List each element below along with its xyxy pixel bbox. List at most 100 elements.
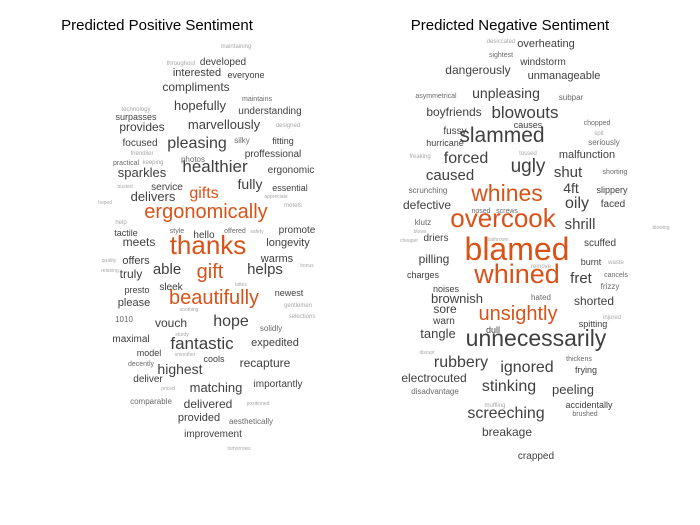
cloud-word: scrunching	[409, 186, 448, 195]
cloud-word: maximal	[112, 334, 149, 345]
cloud-word: deliver	[133, 374, 163, 385]
cloud-word: shrill	[565, 216, 596, 233]
cloud-word: blowing	[653, 225, 670, 231]
cloud-word: offers	[122, 255, 150, 267]
cloud-word: expedited	[251, 337, 299, 349]
cloud-word: marvellously	[188, 117, 261, 132]
cloud-word: offered	[224, 228, 246, 235]
cloud-word: sore	[433, 302, 457, 316]
cloud-word: peeling	[552, 382, 594, 397]
cloud-word: help	[115, 220, 127, 226]
cloud-word: designed	[276, 123, 300, 129]
cloud-word: style	[170, 228, 185, 235]
cloud-word: essential	[272, 183, 308, 193]
cloud-word: sleek	[159, 282, 183, 293]
cloud-word: technology	[121, 107, 150, 113]
cloud-word: overheating	[517, 38, 575, 50]
cloud-word: improvement	[184, 429, 242, 440]
cloud-word: highest	[157, 361, 202, 377]
cloud-word: relaxing	[101, 268, 119, 274]
cloud-word: please	[118, 297, 150, 309]
cloud-word: selections	[289, 314, 316, 320]
cloud-word: crapped	[518, 451, 554, 462]
cloud-word: remove	[531, 264, 552, 270]
cloud-word: oily	[565, 195, 589, 212]
cloud-word: friendlier	[130, 151, 153, 157]
cloud-word: sightest	[489, 52, 513, 59]
cloud-word: smoother	[175, 352, 196, 358]
cloud-word: screws	[496, 208, 518, 215]
cloud-word: practical	[113, 160, 140, 167]
cloud-word: gift	[197, 261, 224, 283]
cloud-word: bonus	[300, 263, 314, 269]
cloud-word: compliments	[162, 80, 229, 94]
cloud-word: hope	[213, 313, 249, 330]
cloud-word: shorting	[603, 169, 628, 176]
cloud-word: driers	[423, 233, 448, 244]
cloud-word: noises	[433, 284, 460, 294]
cloud-word: cools	[203, 354, 225, 364]
cloud-word: fitting	[272, 136, 294, 146]
cloud-word: rubbery	[434, 354, 488, 371]
cloud-word: 1010	[115, 315, 133, 324]
cloud-word: ignored	[500, 359, 553, 376]
cloud-word: warms	[260, 253, 294, 265]
cloud-word: hello	[193, 230, 215, 241]
cloud-word: stinking	[482, 378, 536, 395]
cloud-word: 4ft	[563, 180, 579, 196]
positive-word-cloud: thanks ergonomically gift beautifully gifts h…	[98, 44, 316, 452]
cloud-word: gentlemen	[284, 303, 312, 309]
cloud-word: unmanageable	[528, 70, 601, 82]
cloud-word: tomorrows	[227, 446, 251, 452]
cloud-word: faced	[601, 199, 625, 210]
cloud-word: interested	[173, 67, 221, 79]
positive-cloud-title: Predicted Positive Sentiment	[61, 17, 253, 34]
cloud-word: soothing	[180, 307, 199, 313]
cloud-word: charges	[407, 270, 440, 280]
cloud-word: vouch	[155, 316, 187, 330]
cloud-word: defective	[403, 198, 451, 212]
cloud-word: longevity	[266, 237, 310, 249]
cloud-word: throughout	[167, 61, 196, 67]
cloud-word: pleasing	[167, 135, 227, 152]
cloud-word: unpleasing	[472, 85, 540, 101]
cloud-word: brushed	[572, 411, 597, 418]
cloud-word: thanks	[170, 230, 247, 260]
cloud-word: forced	[444, 150, 488, 167]
cloud-word: spitting	[579, 319, 608, 329]
cloud-word: delivers	[131, 189, 176, 204]
cloud-word: helps	[247, 261, 283, 278]
cloud-word: pilling	[419, 252, 450, 266]
cloud-word: freaking	[409, 154, 430, 160]
cloud-word: hurricane	[426, 138, 464, 148]
cloud-word: whines	[470, 180, 543, 206]
cloud-word: screeching	[467, 405, 544, 422]
cloud-word: importantly	[254, 379, 303, 390]
cloud-word: disadvantage	[411, 387, 459, 396]
cloud-word: bathroom	[487, 237, 508, 243]
cloud-word: developed	[200, 57, 246, 68]
cloud-word: spit	[594, 131, 604, 137]
cloud-word: slippery	[596, 185, 628, 195]
cloud-word: photos	[181, 155, 205, 164]
cloud-word: matching	[190, 380, 243, 395]
cloud-word: able	[153, 261, 181, 278]
cloud-word: sturdy	[175, 332, 189, 338]
cloud-word: tossed	[519, 151, 537, 157]
cloud-word: safety	[250, 229, 264, 235]
cloud-word: muffling	[485, 403, 506, 409]
cloud-word: hopefully	[174, 98, 227, 113]
cloud-word: accidentally	[565, 400, 613, 410]
cloud-word: everyone	[227, 70, 264, 80]
cloud-word: ugly	[511, 156, 546, 177]
cloud-word: brownish	[431, 291, 483, 306]
cloud-word: delivered	[184, 397, 233, 411]
cloud-word: quality	[102, 258, 117, 264]
cloud-word: newest	[275, 288, 304, 298]
cloud-word: desiccated	[487, 39, 516, 45]
cloud-word: scuffed	[584, 238, 616, 249]
cloud-word: causes	[514, 120, 543, 130]
cloud-word: subpar	[559, 93, 584, 102]
cloud-word: motels	[284, 203, 302, 209]
positive-sentiment-panel: Predicted Positive Sentiment thanks ergon…	[61, 17, 316, 452]
